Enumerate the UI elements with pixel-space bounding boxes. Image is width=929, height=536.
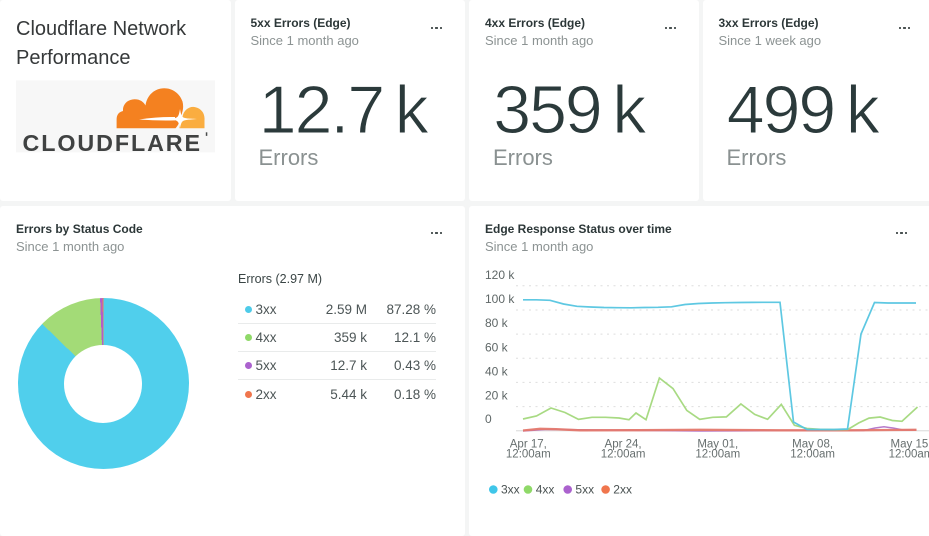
svg-text:May 01,: May 01, [697,438,738,450]
svg-text:May 08,: May 08, [792,438,833,450]
svg-text:60 k: 60 k [485,340,509,354]
svg-text:12:00am: 12:00am [790,448,835,460]
svg-text:12:00am: 12:00am [601,448,646,460]
svg-text:20 k: 20 k [485,388,509,402]
svg-text:Apr 17,: Apr 17, [510,438,547,450]
svg-text:12:00am: 12:00am [506,448,551,460]
svg-text:5xx: 5xx [575,482,594,496]
svg-text:120 k: 120 k [485,267,515,281]
svg-text:12:00am: 12:00am [695,448,740,460]
svg-text:2xx: 2xx [613,482,632,496]
svg-text:3xx: 3xx [501,482,520,496]
svg-text:CLOUDFLARE: CLOUDFLARE [22,130,201,153]
svg-text:80 k: 80 k [485,316,509,330]
svg-text:40 k: 40 k [485,364,509,378]
svg-text:Apr 24,: Apr 24, [605,438,642,450]
svg-text:May 15,: May 15, [891,438,929,450]
svg-text:12:00am: 12:00am [889,448,929,460]
svg-text:100 k: 100 k [485,292,515,306]
svg-text:4xx: 4xx [536,482,555,496]
svg-text:0: 0 [485,412,492,426]
